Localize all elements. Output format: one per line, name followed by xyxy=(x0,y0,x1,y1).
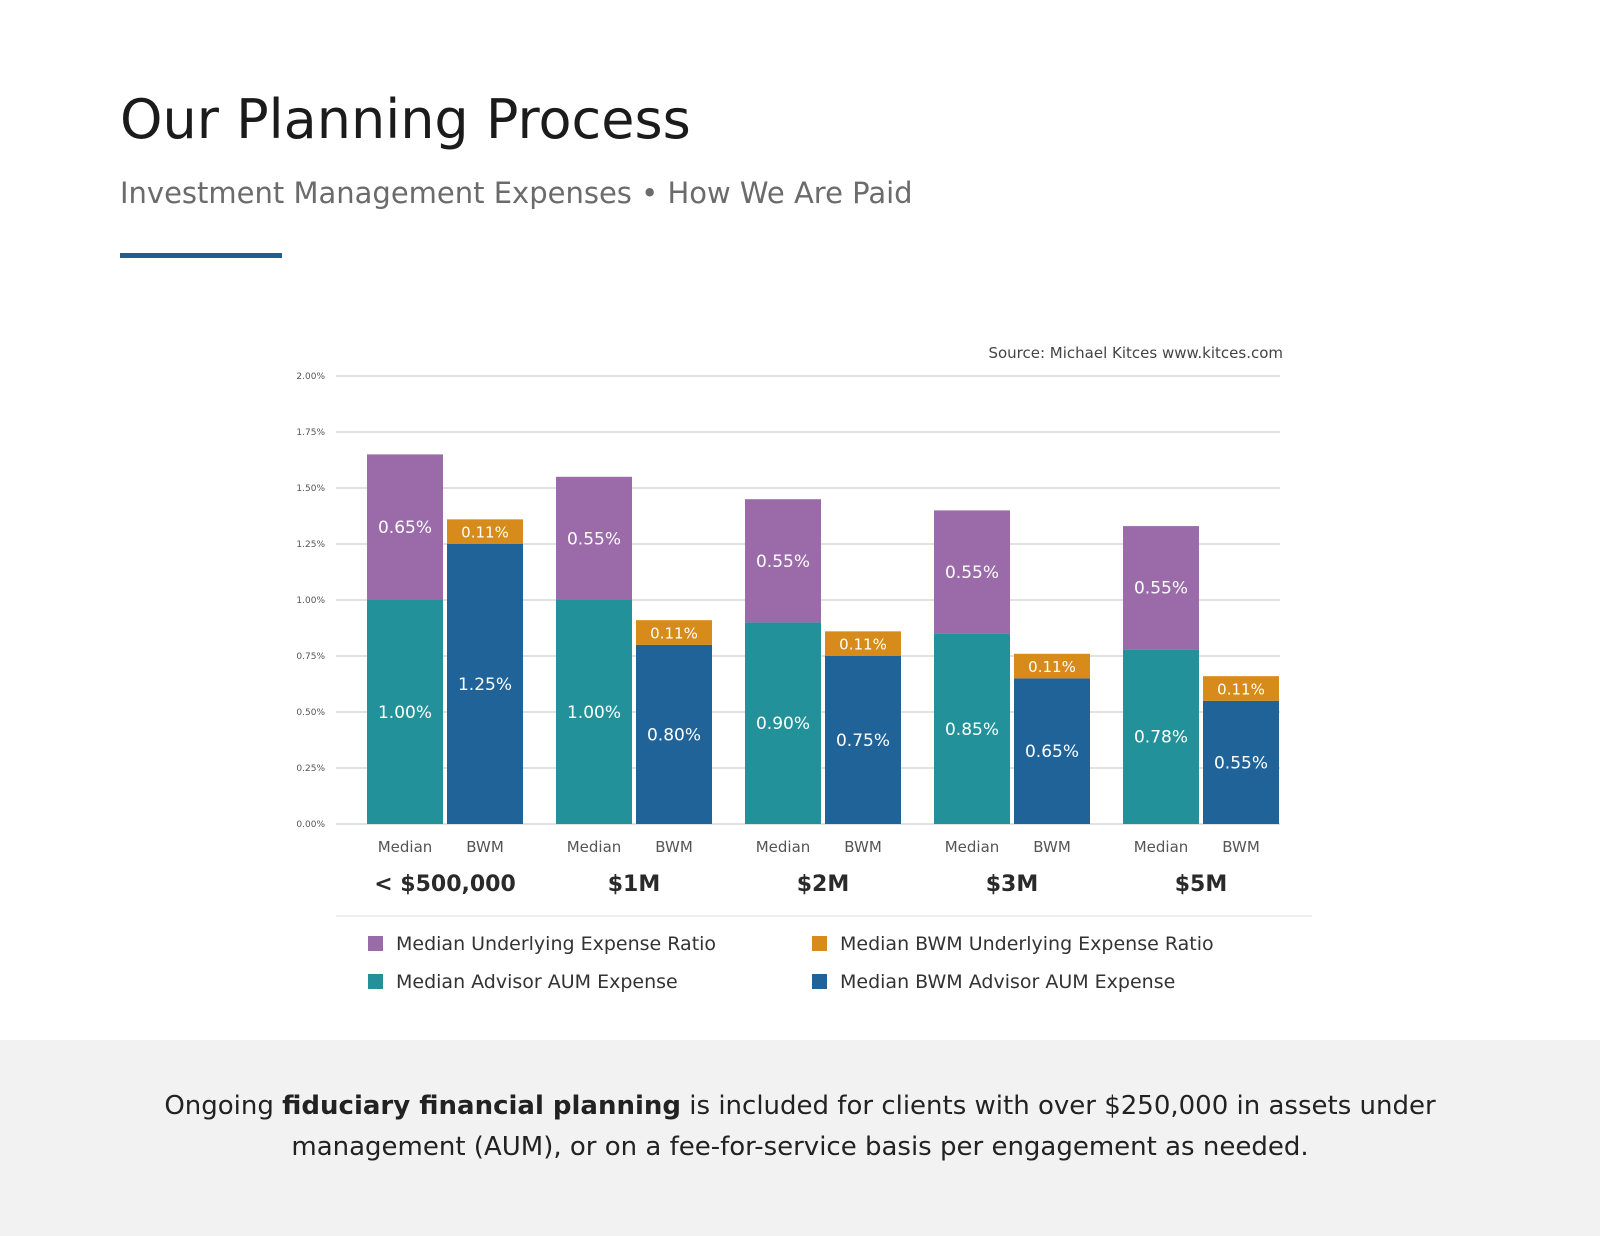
bar-segment xyxy=(1203,676,1279,701)
footer-text-after: is included for clients with over $250,0… xyxy=(291,1091,1436,1162)
bar-label: BWM xyxy=(466,838,504,856)
data-label: 0.11% xyxy=(839,636,887,654)
data-label: 1.00% xyxy=(378,703,432,723)
legend-label: Median BWM Advisor AUM Expense xyxy=(840,971,1175,993)
y-tick-label: 1.25% xyxy=(296,540,325,550)
data-label: 1.00% xyxy=(567,703,621,723)
bar-segment xyxy=(825,631,901,656)
data-label: 0.55% xyxy=(1134,579,1188,599)
bar-segment xyxy=(447,519,523,544)
y-tick-label: 0.75% xyxy=(296,652,325,662)
legend-swatch xyxy=(368,936,383,951)
bar-segment xyxy=(556,476,632,600)
bar-segment xyxy=(1123,649,1199,824)
group-label: $3M xyxy=(986,872,1039,897)
y-tick-label: 1.50% xyxy=(296,484,325,494)
data-label: 0.80% xyxy=(647,725,701,745)
bar-segment xyxy=(934,633,1010,824)
y-tick-label: 1.00% xyxy=(296,596,325,606)
bar-label: Median xyxy=(378,838,433,856)
bar-segment xyxy=(636,644,712,824)
bar-label: Median xyxy=(1134,838,1189,856)
group-label: $1M xyxy=(608,872,661,897)
bar-segment xyxy=(367,454,443,600)
bar-segment xyxy=(1123,526,1199,650)
y-tick-label: 2.00% xyxy=(296,372,325,382)
legend-label: Median BWM Underlying Expense Ratio xyxy=(840,933,1214,955)
bar-segment xyxy=(636,620,712,645)
data-label: 0.11% xyxy=(1217,680,1265,698)
legend-swatch xyxy=(368,974,383,989)
group-label: $5M xyxy=(1175,872,1228,897)
group-label: < $500,000 xyxy=(374,872,516,897)
footer-text-before: Ongoing xyxy=(164,1091,283,1121)
bar-segment xyxy=(1014,653,1090,679)
bar-label: Median xyxy=(945,838,1000,856)
title-accent-rule xyxy=(120,253,282,258)
bar-segment xyxy=(367,600,443,824)
bar-label: BWM xyxy=(655,838,693,856)
bar-label: BWM xyxy=(1033,838,1071,856)
data-label: 0.90% xyxy=(756,714,810,734)
data-label: 0.55% xyxy=(756,552,810,572)
data-label: 0.11% xyxy=(461,524,509,542)
stacked-bar-chart: Source: Michael Kitces www.kitces.com 0.0… xyxy=(296,344,1312,993)
data-label: 0.85% xyxy=(945,720,999,740)
data-label: 0.55% xyxy=(1214,753,1268,773)
footer-text-bold: fiduciary financial planning xyxy=(282,1091,682,1121)
data-label: 0.78% xyxy=(1134,728,1188,748)
page-title: Our Planning Process xyxy=(120,88,691,151)
data-label: 0.65% xyxy=(378,518,432,538)
bar-label: Median xyxy=(567,838,622,856)
footer-band xyxy=(0,1040,1600,1236)
chart-source-note: Source: Michael Kitces www.kitces.com xyxy=(988,344,1283,362)
data-label: 0.55% xyxy=(567,529,621,549)
group-label: $2M xyxy=(797,872,850,897)
data-label: 0.11% xyxy=(1028,658,1076,676)
y-tick-label: 0.00% xyxy=(296,820,325,830)
legend-label: Median Underlying Expense Ratio xyxy=(396,933,716,955)
bar-label: Median xyxy=(756,838,811,856)
bar-segment xyxy=(1014,678,1090,824)
bar-segment xyxy=(447,544,523,824)
bar-segment xyxy=(934,510,1010,634)
y-tick-label: 0.25% xyxy=(296,764,325,774)
data-label: 0.75% xyxy=(836,731,890,751)
page-subtitle: Investment Management Expenses • How We … xyxy=(120,176,913,210)
bar-segment xyxy=(745,499,821,623)
bar-label: BWM xyxy=(844,838,882,856)
data-label: 0.55% xyxy=(945,563,999,583)
y-tick-label: 1.75% xyxy=(296,428,325,438)
bar-segment xyxy=(745,622,821,824)
legend-label: Median Advisor AUM Expense xyxy=(396,971,678,993)
data-label: 0.65% xyxy=(1025,742,1079,762)
bar-segment xyxy=(1203,700,1279,824)
bar-segment xyxy=(825,656,901,824)
bar-segment xyxy=(556,600,632,824)
bar-label: BWM xyxy=(1222,838,1260,856)
footer-text: Ongoing fiduciary financial planning is … xyxy=(150,1086,1450,1168)
legend-swatch xyxy=(812,974,827,989)
y-tick-label: 0.50% xyxy=(296,708,325,718)
data-label: 1.25% xyxy=(458,675,512,695)
legend-swatch xyxy=(812,936,827,951)
data-label: 0.11% xyxy=(650,624,698,642)
